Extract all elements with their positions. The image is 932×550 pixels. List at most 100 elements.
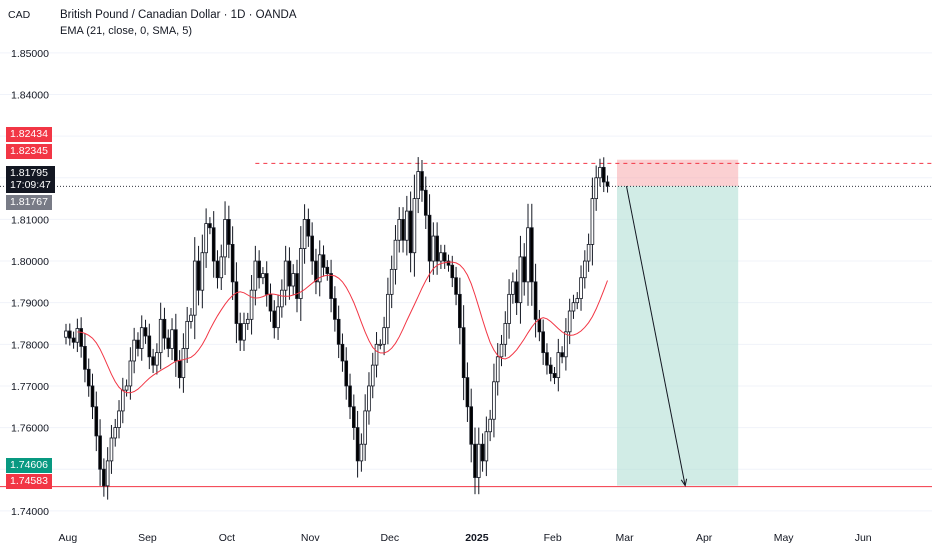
candle-body (109, 437, 114, 462)
candle-body (98, 435, 102, 470)
x-tick-label: Aug (59, 532, 78, 544)
candle-body (412, 198, 417, 254)
candle-body (522, 256, 527, 283)
candle-body (325, 266, 330, 274)
candle-body (514, 281, 519, 304)
candle-body (215, 260, 220, 279)
candle-body (192, 260, 197, 316)
candle-body (64, 330, 68, 338)
candle-body (287, 260, 292, 287)
y-tick-label: 1.79000 (11, 298, 49, 310)
candle-body (340, 343, 345, 362)
candle-body (405, 210, 409, 241)
x-tick-label: May (774, 532, 795, 544)
bar-countdown: 17:09:47 (10, 179, 51, 191)
y-tick-label: 1.76000 (11, 423, 49, 435)
candle-body (476, 443, 481, 478)
candle-body (147, 335, 152, 358)
candle-body (227, 219, 231, 245)
candle-body (495, 356, 500, 383)
candle-body (102, 468, 106, 487)
candle-body (151, 356, 155, 366)
y-tick-label: 1.77000 (11, 381, 49, 393)
candle-body (594, 177, 598, 200)
candle-body (533, 281, 538, 320)
candle-body (370, 364, 375, 387)
candle-body (132, 339, 136, 362)
candle-body (571, 302, 576, 312)
candle-body (575, 298, 580, 304)
candle-body (473, 443, 477, 478)
take-profit-zone (617, 186, 739, 486)
x-tick-label: Apr (696, 532, 713, 544)
candle-body (317, 254, 322, 283)
candle-body (389, 268, 394, 295)
candle-body (291, 273, 296, 287)
candle-body (374, 343, 379, 366)
candle-body (298, 248, 303, 299)
candle-body (155, 352, 159, 366)
candle-body (583, 260, 587, 279)
candle-body (170, 329, 174, 349)
candle-body (526, 227, 530, 283)
prev-close-tag: 1.81767 (6, 195, 52, 210)
y-tick-label: 1.78000 (11, 339, 49, 351)
candle-body (484, 431, 489, 462)
y-tick-label: 1.74000 (11, 506, 49, 518)
candle-body (113, 427, 118, 439)
x-tick-label: Jun (855, 532, 872, 544)
candle-body (177, 360, 182, 379)
target-price-tag: 1.74606 (6, 458, 52, 473)
candle-body (439, 252, 443, 262)
candle-body (249, 289, 254, 320)
candle-body (257, 260, 261, 279)
ema-indicator-label[interactable]: EMA (21, close, 0, SMA, 5) (60, 25, 193, 37)
candle-body (90, 385, 95, 408)
currency-label: CAD (8, 9, 31, 21)
candle-body (401, 219, 405, 241)
candle-body (552, 373, 557, 379)
candle-body (348, 385, 352, 408)
candle-body (560, 352, 564, 358)
candle-body (276, 306, 280, 329)
arrow-head (680, 478, 688, 487)
candle-body (121, 389, 125, 412)
candle-body (548, 364, 553, 374)
candle-body (420, 171, 424, 191)
candle-body (223, 219, 227, 258)
candle-body (344, 360, 349, 387)
candle-body (162, 318, 167, 339)
chart-legend: British Pound / Canadian Dollar · 1D · O… (60, 7, 297, 39)
candle-body (408, 210, 413, 254)
candle-body (450, 264, 455, 279)
candle-body (128, 360, 133, 387)
candle-body (431, 235, 436, 262)
candle-body (306, 219, 311, 237)
candle-body (355, 427, 360, 462)
candle-body (492, 381, 496, 420)
candle-body (454, 277, 458, 295)
candle-body (200, 252, 205, 291)
candle-body (435, 235, 439, 262)
x-tick-label: Mar (616, 532, 635, 544)
candle-body (518, 256, 523, 304)
candle-body (567, 310, 572, 333)
candle-body (136, 339, 140, 349)
y-tick-label: 1.84000 (11, 90, 49, 102)
ema-line (77, 261, 608, 394)
candle-body (158, 318, 163, 354)
last-price-value: 1.81795 (10, 167, 48, 179)
candle-body (196, 260, 201, 291)
candle-body (469, 406, 474, 445)
candle-body (352, 406, 356, 428)
candle-body (268, 293, 273, 312)
candle-body (605, 181, 610, 187)
symbol-title[interactable]: British Pound / Canadian Dollar · 1D · O… (60, 9, 297, 21)
candle-body (75, 328, 80, 343)
x-tick-label: 2025 (465, 532, 489, 544)
x-tick-label: Feb (544, 532, 562, 544)
candle-body (143, 327, 148, 337)
candle-body (280, 289, 284, 308)
candle-body (359, 443, 364, 462)
